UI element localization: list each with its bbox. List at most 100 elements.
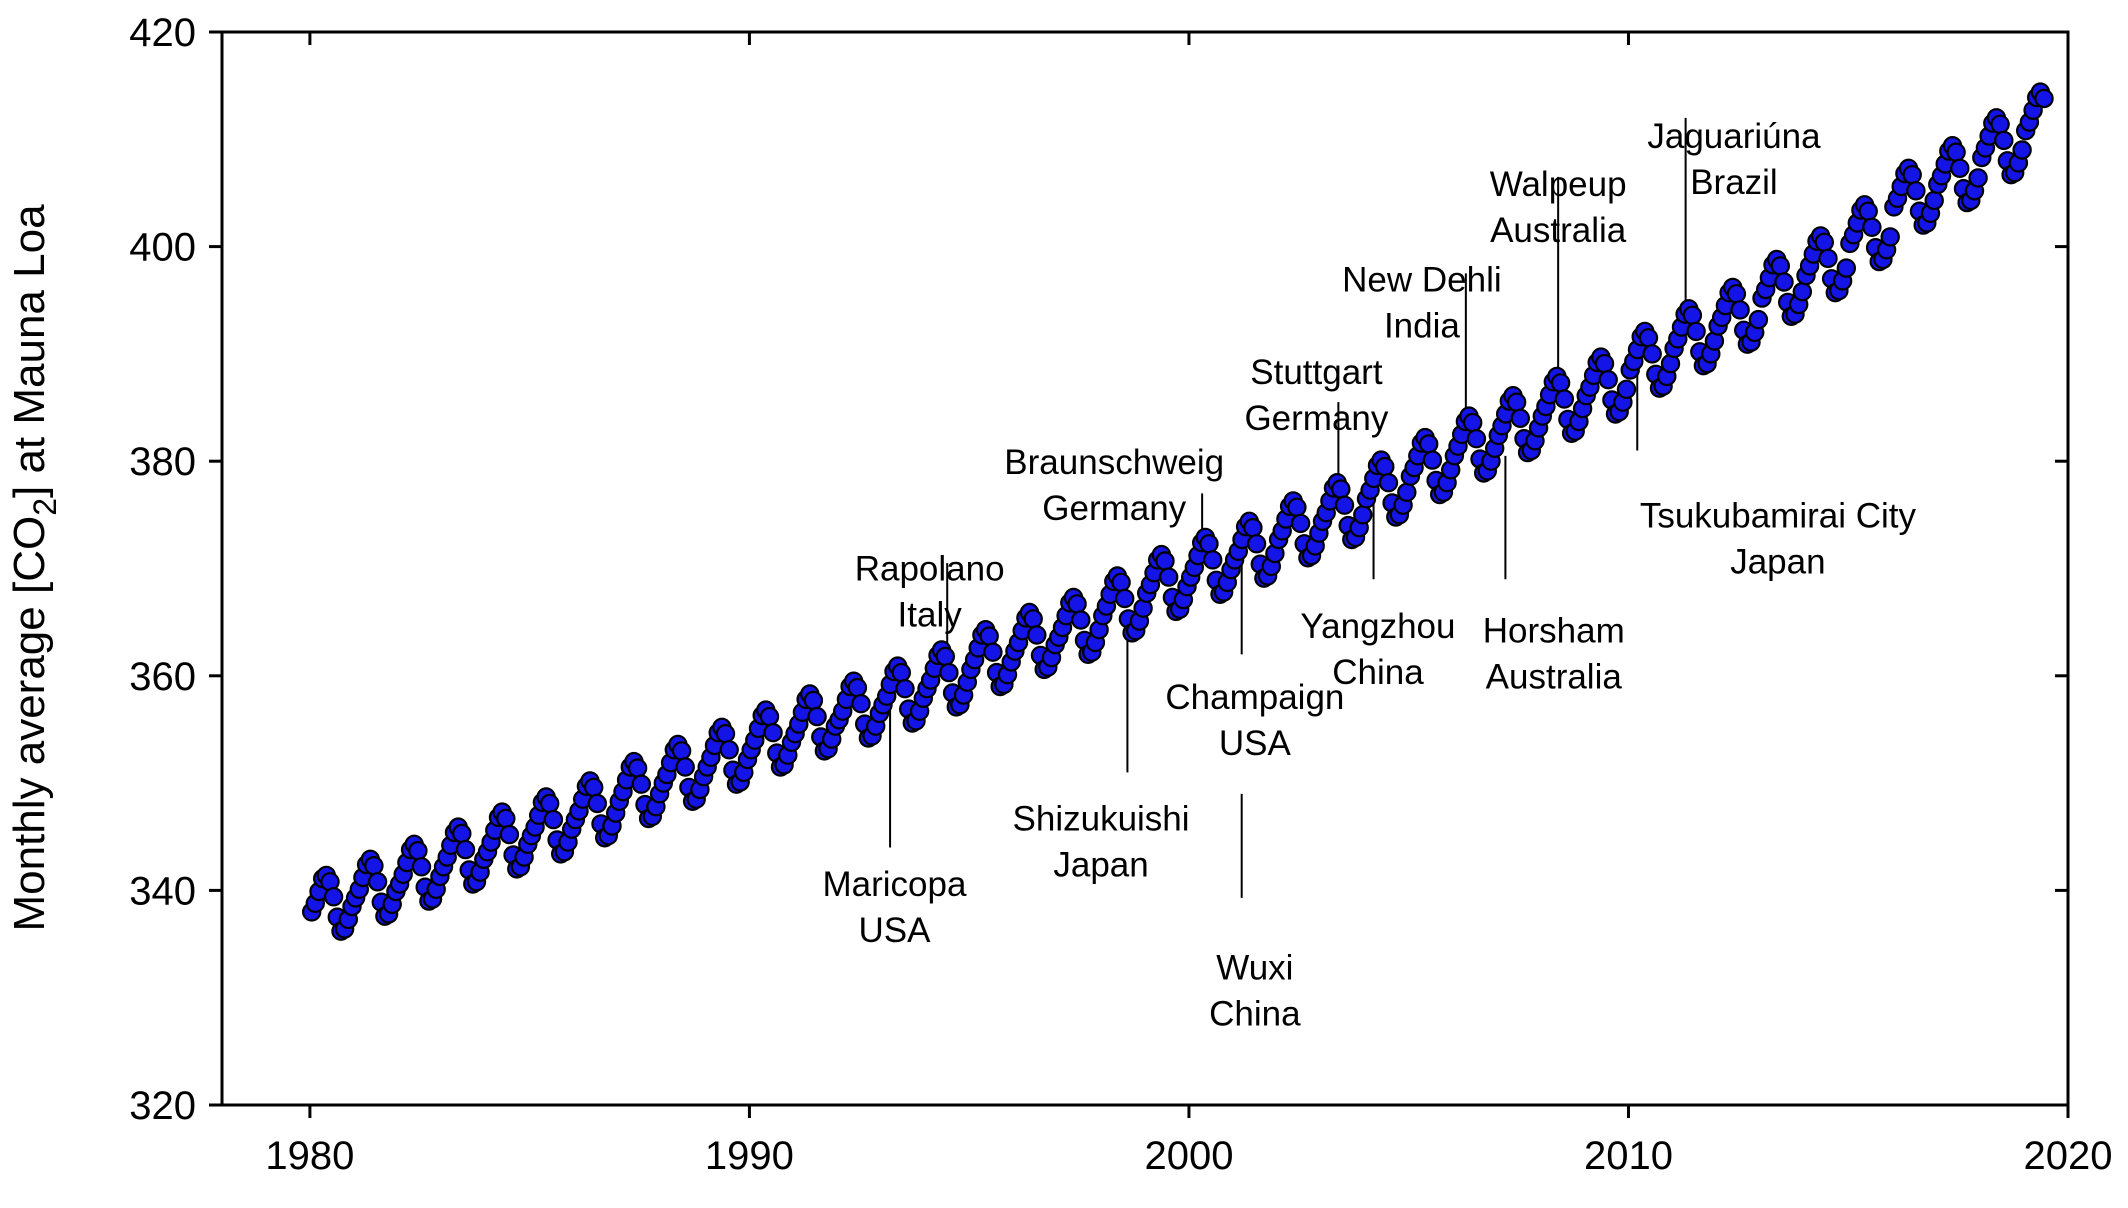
y-tick-label: 400 [129, 226, 196, 270]
data-point [408, 841, 428, 861]
data-point [1682, 305, 1703, 325]
annotation-label: Stuttgart [1250, 353, 1383, 392]
data-point [1397, 482, 1417, 502]
data-point [1906, 181, 1926, 201]
data-point [411, 857, 432, 877]
annotation: Jaguariúna Brazil [1647, 117, 1821, 202]
data-point [1726, 284, 1747, 304]
annotation-label: China [1209, 994, 1301, 1033]
annotation-label: Japan [1053, 845, 1148, 884]
annotation-label: Italy [898, 595, 963, 634]
annotation-label: Braunschweig [1004, 443, 1224, 482]
x-tick-label: 2000 [1144, 1134, 1233, 1178]
data-point [1836, 258, 1857, 278]
annotation-label: Germany [1244, 399, 1388, 438]
data-point [2034, 88, 2054, 109]
annotation-label: Shizukuishi [1013, 799, 1190, 838]
data-point [1598, 370, 1618, 390]
data-point [1158, 567, 1179, 587]
data-point [1686, 321, 1706, 342]
annotation-label: Germany [1042, 489, 1186, 528]
annotation-label: Jaguariúna [1647, 117, 1821, 156]
annotation-label: Rapolano [855, 549, 1005, 588]
data-point [1616, 379, 1637, 399]
data-point [1770, 256, 1791, 276]
annotation-label: Walpeup [1490, 165, 1627, 204]
x-tick-label: 1990 [705, 1134, 794, 1178]
tick-labels: 1980 1990 2000 2010 2020 320 340 360 380 400 420 [129, 11, 2112, 1178]
data-point [1023, 609, 1043, 629]
annotation-label: Yangzhou [1300, 607, 1455, 646]
data-point [1968, 168, 1988, 188]
annotation: Champaign USA [1165, 678, 1344, 763]
annotation-label: New Dehli [1342, 261, 1502, 300]
data-point [1748, 309, 1769, 330]
data-point [1462, 412, 1483, 433]
data-point [1642, 344, 1662, 364]
y-tick-label: 360 [129, 655, 196, 699]
data-point [1730, 300, 1750, 320]
annotation: Braunschweig Germany [1004, 443, 1224, 528]
annotation: Yangzhou China [1300, 607, 1455, 692]
annotation: Horsham Australia [1483, 612, 1625, 697]
y-tick-label: 380 [129, 440, 196, 484]
data-point [803, 690, 824, 711]
data-point [1554, 389, 1575, 409]
data-point [807, 706, 827, 727]
annotation-label: Champaign [1165, 678, 1344, 717]
data-point [1027, 625, 1047, 645]
data-point [671, 741, 692, 761]
data-point [1946, 142, 1966, 162]
annotations: Rapolano Italy Maricopa USA Braunschweig Germ… [822, 117, 1916, 1034]
annotation: Wuxi China [1209, 948, 1301, 1033]
data-point [1506, 392, 1527, 412]
x-tick-label: 2020 [2024, 1134, 2113, 1178]
data-point [1287, 497, 1307, 517]
data-point [452, 823, 472, 844]
data-point [1422, 450, 1443, 470]
data-point [1378, 473, 1399, 493]
data-point [1814, 232, 1835, 252]
annotation: Stuttgart Germany [1244, 353, 1388, 438]
data-point [1862, 217, 1882, 237]
data-point [1111, 572, 1131, 593]
data-point [1155, 551, 1175, 571]
data-point [979, 626, 999, 646]
data-point [719, 740, 739, 760]
data-point [540, 793, 560, 814]
annotation-label: Brazil [1690, 163, 1778, 202]
data-point [1902, 164, 1922, 185]
annotation-label: USA [858, 911, 931, 950]
data-point [1375, 456, 1395, 477]
data-point [759, 706, 780, 727]
annotation-label: Wuxi [1216, 948, 1293, 987]
annotation: Shizukuishi Japan [1013, 799, 1190, 884]
annotation-label: Tsukubamirai City [1640, 497, 1917, 536]
annotation-label: Horsham [1483, 612, 1625, 651]
data-point [1290, 513, 1311, 534]
data-point [2012, 140, 2032, 160]
annotation: Rapolano Italy [855, 549, 1005, 634]
data-point [675, 757, 695, 777]
annotation-label: Australia [1490, 211, 1627, 250]
data-point [1550, 373, 1571, 393]
data-point [851, 694, 871, 714]
annotation: Tsukubamirai City Japan [1640, 497, 1917, 582]
data-point [1246, 534, 1267, 554]
axis-ticks [209, 30, 2070, 1118]
data-point [631, 774, 652, 794]
data-point [1924, 190, 1944, 211]
data-point [939, 662, 959, 683]
data-point [323, 887, 344, 907]
data-point [627, 758, 648, 778]
y-axis-title: Monthly average [CO2] at Mauna Loa [5, 204, 63, 932]
data-point [1994, 130, 2014, 151]
annotation-label: India [1384, 307, 1460, 346]
data-point [983, 642, 1003, 662]
data-point [587, 793, 608, 814]
annotation-label: Maricopa [822, 865, 966, 904]
x-tick-label: 1980 [265, 1134, 354, 1178]
y-axis-title-prefix: Monthly average [CO [5, 516, 54, 932]
data-point [895, 679, 915, 699]
